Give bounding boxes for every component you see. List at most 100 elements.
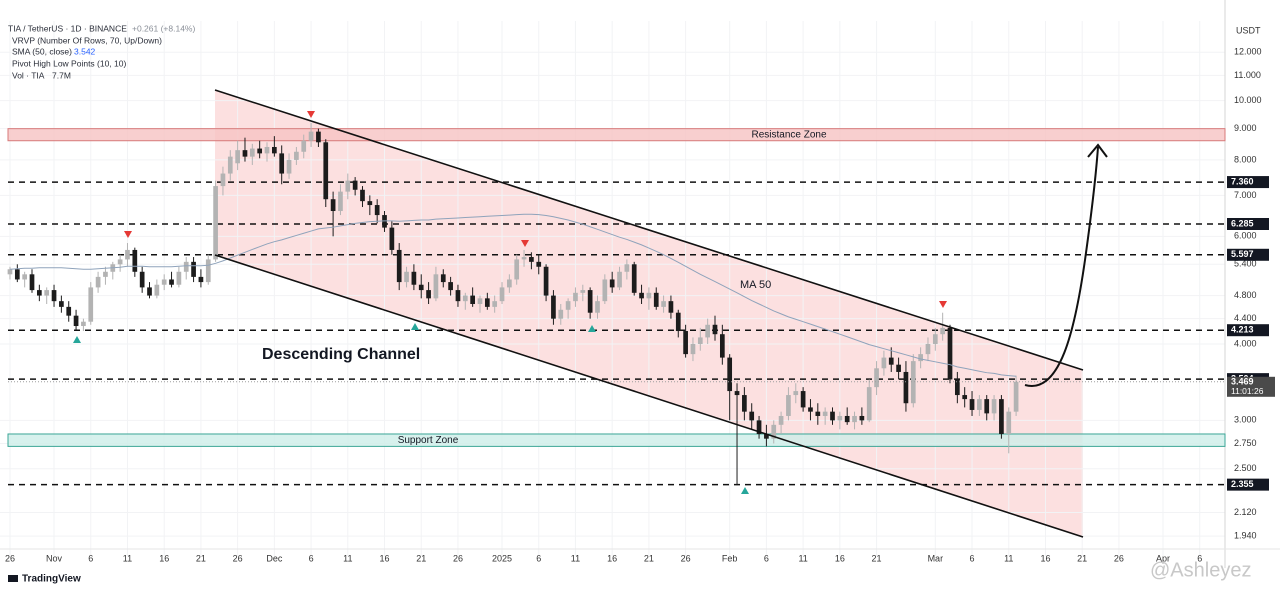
projection-arrow xyxy=(1024,146,1099,388)
x-tick-label: 16 xyxy=(380,553,390,563)
currency-label: USDT xyxy=(1236,25,1261,35)
price-change: +0.261 (+8.14%) xyxy=(132,23,195,33)
candle-body xyxy=(103,271,108,277)
candle-body xyxy=(756,420,762,434)
candle-body xyxy=(316,131,321,143)
indicator-volume: Vol · TIA xyxy=(12,70,45,80)
candle-body xyxy=(529,257,534,262)
candle-body xyxy=(279,153,285,174)
candle-body xyxy=(426,290,431,299)
candle-body xyxy=(874,368,879,388)
candle-body xyxy=(514,259,520,280)
candle-body xyxy=(44,290,50,296)
candle-body xyxy=(712,324,718,335)
candle-body xyxy=(609,279,615,288)
candle-body xyxy=(954,379,960,396)
x-tick-label: 21 xyxy=(416,553,426,563)
candle-body xyxy=(639,292,644,299)
candle-body xyxy=(742,395,747,412)
y-tick-label: 2.500 xyxy=(1234,463,1257,473)
x-tick-label: 16 xyxy=(1040,553,1050,563)
x-tick-label: 26 xyxy=(453,553,463,563)
candle-body xyxy=(1006,411,1012,434)
channel-upper xyxy=(214,89,1084,371)
zone-label: Resistance Zone xyxy=(751,129,826,140)
candle-body xyxy=(749,411,755,421)
x-tick-label: Mar xyxy=(928,553,944,563)
candle-body xyxy=(411,271,417,285)
x-tick-label: Nov xyxy=(46,553,63,563)
candle-body xyxy=(51,290,57,302)
level-label: 7.360 xyxy=(1231,176,1254,186)
x-tick-label: 26 xyxy=(233,553,243,563)
candle-body xyxy=(521,257,527,260)
x-tick-label: 16 xyxy=(607,553,617,563)
candle-body xyxy=(587,290,593,313)
candle-body xyxy=(14,269,20,280)
candle-body xyxy=(484,298,490,307)
level-label-box xyxy=(1227,176,1269,189)
y-tick-label: 1.940 xyxy=(1234,530,1257,540)
candle-body xyxy=(389,227,395,250)
candle-body xyxy=(448,282,453,291)
candle-body xyxy=(286,159,292,174)
x-tick-label: 21 xyxy=(644,553,654,563)
candle-body xyxy=(947,327,953,380)
candle-body xyxy=(59,301,64,307)
candle-body xyxy=(984,399,990,414)
candle-body xyxy=(778,415,784,425)
y-tick-label: 5.400 xyxy=(1234,259,1257,269)
candle-body xyxy=(66,306,72,316)
candle-body xyxy=(433,274,439,299)
countdown-label: 11:01:26 xyxy=(1231,386,1264,396)
candle-body xyxy=(507,279,512,288)
last-price-label: 3.469 xyxy=(1231,377,1254,387)
candle-body xyxy=(462,295,468,302)
x-tick-label: 6 xyxy=(88,553,93,563)
x-tick-label: 16 xyxy=(835,553,845,563)
candle-body xyxy=(631,264,637,293)
pivot-low-marker xyxy=(741,487,749,494)
candle-body xyxy=(29,274,35,291)
candle-body xyxy=(543,266,549,296)
candle-body xyxy=(183,261,189,272)
candle-body xyxy=(191,261,196,277)
candle-body xyxy=(404,271,409,283)
candle-body xyxy=(308,131,314,141)
candle-body xyxy=(360,189,365,202)
pivot-low-marker xyxy=(73,336,81,343)
candle-body xyxy=(565,301,571,310)
indicator-vrvp: VRVP (Number Of Rows, 70, Up/Down) xyxy=(12,35,162,45)
y-tick-label: 12.000 xyxy=(1234,47,1262,57)
y-tick-label: 4.000 xyxy=(1234,338,1257,348)
candle-body xyxy=(786,395,791,416)
x-tick-label: 26 xyxy=(1114,553,1124,563)
candle-body xyxy=(918,354,923,362)
x-tick-label: 21 xyxy=(872,553,882,563)
candle-body xyxy=(264,146,270,154)
candle-body xyxy=(830,411,835,421)
candle-body xyxy=(771,424,777,439)
y-tick-label: 9.000 xyxy=(1234,123,1257,133)
candle-body xyxy=(227,156,233,174)
candle-body xyxy=(499,287,505,302)
candle-body xyxy=(1013,381,1019,412)
candle-body xyxy=(374,205,380,216)
indicator-sma-value: 3.542 xyxy=(74,46,96,56)
x-tick-label: 11 xyxy=(798,553,807,563)
brand: TradingView xyxy=(22,574,81,585)
pivot-high-marker xyxy=(939,301,947,308)
candle-body xyxy=(925,343,931,355)
x-tick-label: 16 xyxy=(159,553,169,563)
last-price-box xyxy=(1227,376,1275,397)
candle-body xyxy=(580,290,586,293)
candle-body xyxy=(301,140,307,152)
candle-body xyxy=(727,357,733,392)
x-tick-label: Feb xyxy=(722,553,738,563)
candle-body xyxy=(962,395,968,400)
x-tick-label: 6 xyxy=(764,553,769,563)
candle-body xyxy=(697,337,703,344)
candle-body xyxy=(294,151,299,160)
arrow-head xyxy=(1087,143,1108,158)
